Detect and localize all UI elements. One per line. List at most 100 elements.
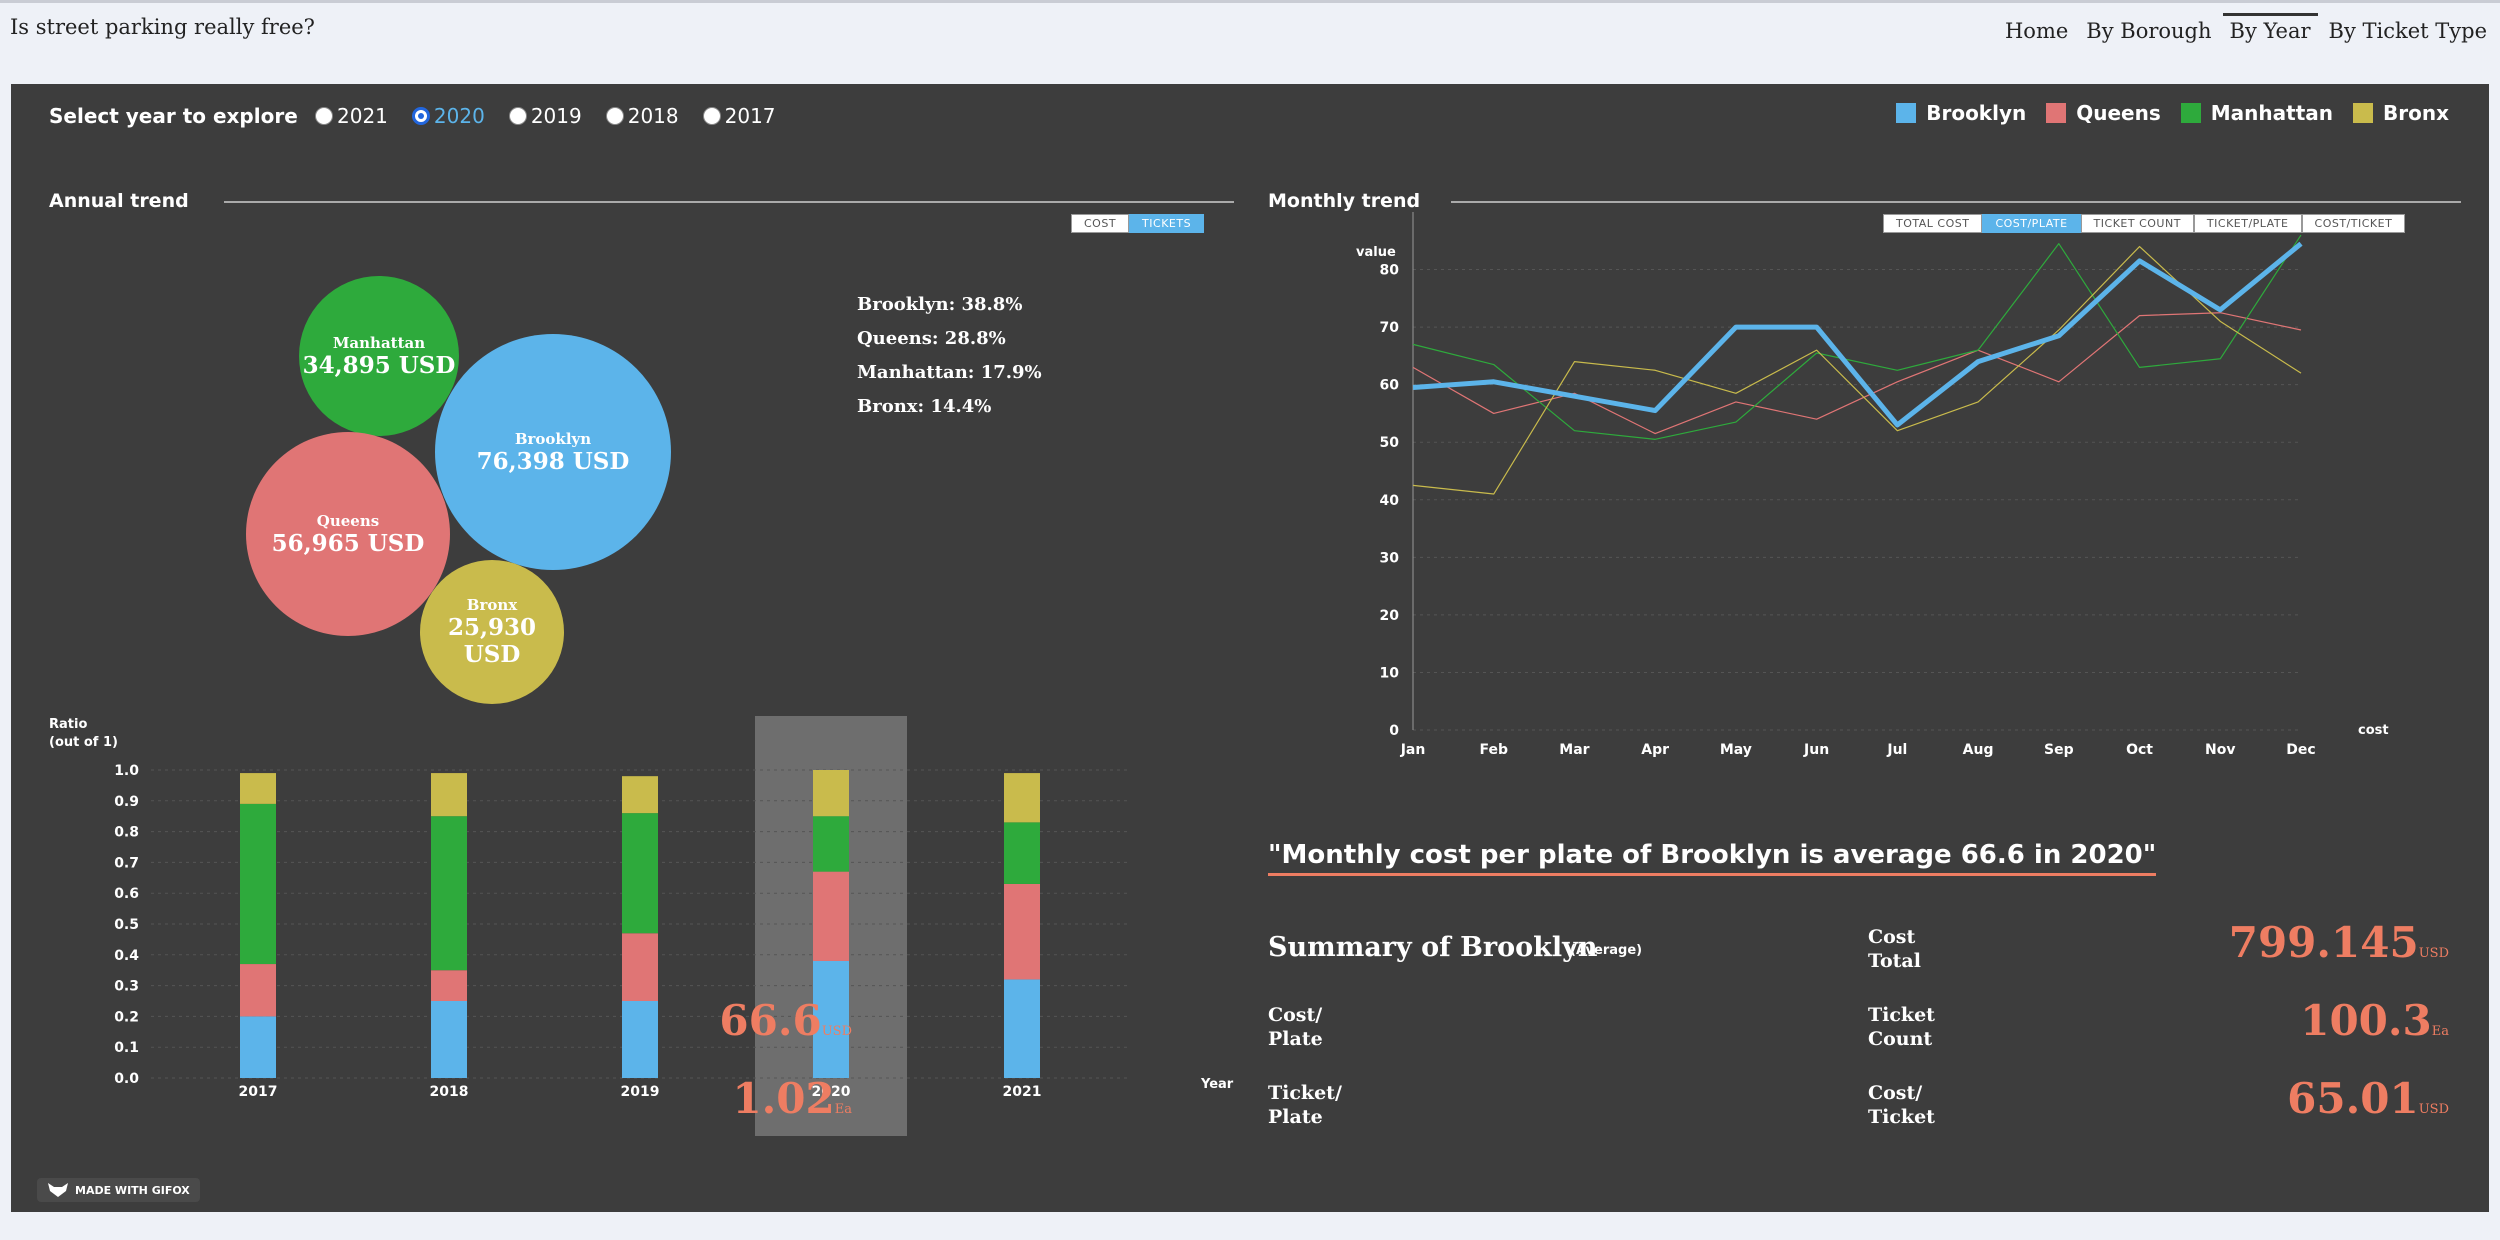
year-radio-2021[interactable]: 2021 — [315, 104, 388, 128]
radio-label: 2020 — [433, 104, 485, 128]
bubble-manhattan[interactable]: Manhattan 34,895 USD — [299, 276, 459, 436]
stat-ticket-per-plate-value: 1.02Ea — [732, 1074, 852, 1123]
y-tick-label: 50 — [1380, 435, 1400, 451]
bar-bronx-2017[interactable] — [240, 773, 276, 804]
stat-label-line: Count — [1868, 1028, 1933, 1050]
stat-number: 100.3 — [2300, 996, 2432, 1045]
toggle-cost-per-ticket[interactable]: COST/TICKET — [2301, 214, 2406, 233]
year-radio-2020[interactable]: 2020 — [411, 104, 485, 128]
nav-by-ticket-type[interactable]: By Ticket Type — [2328, 19, 2487, 43]
x-tick-label: Mar — [1559, 742, 1589, 758]
stat-number: 65.01 — [2287, 1074, 2419, 1123]
bar-bronx-2018[interactable] — [431, 773, 467, 817]
y-tick-label: 0.8 — [114, 825, 139, 841]
line-bronx[interactable] — [1412, 245, 2302, 495]
bar-manhattan-2018[interactable] — [431, 816, 467, 971]
monthly-trend-divider — [1451, 201, 2461, 203]
nav-by-borough[interactable]: By Borough — [2086, 19, 2212, 43]
bar-manhattan-2019[interactable] — [622, 813, 658, 934]
bar-brooklyn-2020[interactable] — [813, 960, 849, 1078]
bar-queens-2020[interactable] — [813, 871, 849, 961]
toggle-total-cost[interactable]: TOTAL COST — [1883, 214, 1983, 233]
stat-number: 66.6 — [719, 996, 822, 1045]
bubble-value: 34,895 USD — [302, 351, 456, 379]
borough-share-list: Brooklyn: 38.8% Queens: 28.8% Manhattan:… — [857, 294, 1042, 430]
toggle-cost[interactable]: COST — [1071, 214, 1130, 233]
radio-dot[interactable] — [702, 107, 721, 125]
share-manhattan: Manhattan: 17.9% — [857, 362, 1042, 383]
bar-manhattan-2020[interactable] — [813, 816, 849, 872]
main-nav: Home By Borough By Year By Ticket Type — [1994, 13, 2494, 47]
badge-label: MADE WITH GIFOX — [75, 1183, 190, 1197]
bubble-value: 76,398 USD — [476, 447, 630, 475]
year-radio-group: 2021 2020 2019 2018 2017 — [315, 104, 776, 128]
top-bar: Is street parking really free? Home By B… — [0, 0, 2500, 50]
bubble-value: 56,965 USD — [271, 529, 425, 557]
bubble-name: Queens — [316, 511, 380, 530]
stat-cost-total-label: Cost Total — [1868, 925, 1921, 973]
bubble-queens[interactable]: Queens 56,965 USD — [246, 432, 450, 636]
ratio-stacked-bar-chart: Ratio (out of 1) 0.0 0.1 0.2 0.3 0.4 0.5 0.6 0.7 0… — [49, 716, 1234, 1136]
toggle-cost-per-plate[interactable]: COST/PLATE — [1982, 214, 2081, 233]
bar-brooklyn-2019[interactable] — [622, 1001, 658, 1078]
bar-bronx-2021[interactable] — [1004, 773, 1040, 823]
stat-unit: Ea — [834, 1102, 852, 1117]
nav-by-year[interactable]: By Year — [2222, 13, 2318, 47]
y-tick-label: 20 — [1380, 608, 1400, 624]
year-radio-2018[interactable]: 2018 — [605, 104, 679, 128]
bar-brooklyn-2017[interactable] — [240, 1016, 276, 1078]
line-queens[interactable] — [1412, 312, 2302, 435]
bar-queens-2018[interactable] — [431, 970, 467, 1001]
bar-queens-2019[interactable] — [622, 933, 658, 1001]
toggle-tickets[interactable]: TICKETS — [1129, 214, 1205, 233]
stat-label-line: Ticket/ — [1268, 1082, 1342, 1104]
bar-brooklyn-2021[interactable] — [1004, 979, 1040, 1078]
bubble-brooklyn[interactable]: Brooklyn 76,398 USD — [435, 334, 671, 570]
bar-brooklyn-2018[interactable] — [431, 1001, 467, 1078]
bubble-bronx[interactable]: Bronx 25,930 USD — [420, 560, 564, 704]
legend-swatch — [2353, 103, 2373, 123]
nav-home[interactable]: Home — [2004, 19, 2069, 43]
radio-label: 2019 — [530, 104, 582, 128]
radio-dot[interactable] — [411, 107, 430, 125]
bar-manhattan-2021[interactable] — [1004, 822, 1040, 884]
legend-label: Queens — [2076, 101, 2161, 125]
monthly-trend-title: Monthly trend — [1268, 190, 1421, 212]
y-tick-label: 80 — [1380, 263, 1400, 279]
radio-dot[interactable] — [315, 107, 333, 125]
y-tick-label: 60 — [1380, 378, 1400, 394]
stat-unit: Ea — [2431, 1024, 2449, 1039]
x-tick-label: Jul — [1886, 742, 1907, 758]
x-axis-label: Year — [1200, 1077, 1234, 1092]
annual-trend-title: Annual trend — [49, 190, 189, 212]
x-tick-label: 2020 — [812, 1084, 851, 1100]
stat-unit: USD — [821, 1024, 852, 1039]
x-tick-label: Dec — [2286, 742, 2315, 758]
y-tick-label: 0.2 — [114, 1009, 139, 1025]
stat-label-line: Cost — [1868, 926, 1916, 948]
x-tick-label: Nov — [2205, 742, 2235, 758]
y-tick-label: 30 — [1380, 550, 1400, 566]
toggle-ticket-per-plate[interactable]: TICKET/PLATE — [2193, 214, 2302, 233]
stat-cost-per-plate-label: Cost/ Plate — [1268, 1003, 1323, 1051]
x-tick-label: 2017 — [239, 1084, 278, 1100]
radio-dot[interactable] — [605, 107, 624, 125]
share-queens: Queens: 28.8% — [857, 328, 1006, 349]
stat-unit: USD — [2418, 1102, 2449, 1117]
bar-queens-2017[interactable] — [240, 964, 276, 1017]
year-select-label: Select year to explore — [49, 104, 298, 128]
year-radio-2017[interactable]: 2017 — [702, 104, 776, 128]
bar-manhattan-2017[interactable] — [240, 803, 276, 965]
x-axis-label: cost — [2358, 723, 2389, 738]
year-radio-2019[interactable]: 2019 — [508, 104, 582, 128]
line-manhattan[interactable] — [1412, 234, 2302, 440]
bar-bronx-2020[interactable] — [813, 770, 849, 817]
radio-dot[interactable] — [508, 107, 527, 125]
stat-cost-per-plate-value: 66.6USD — [719, 996, 852, 1045]
toggle-ticket-count[interactable]: TICKET COUNT — [2080, 214, 2194, 233]
bar-bronx-2019[interactable] — [622, 776, 658, 814]
y-tick-label: 40 — [1380, 493, 1400, 509]
line-brooklyn[interactable] — [1412, 241, 2303, 428]
annual-metric-toggle: COST TICKETS — [1071, 214, 1205, 233]
bar-queens-2021[interactable] — [1004, 883, 1040, 980]
